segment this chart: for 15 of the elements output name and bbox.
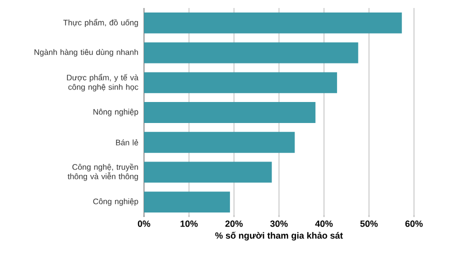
bar xyxy=(144,42,358,64)
x-tick-label: 40% xyxy=(315,220,333,227)
x-tick-label: 60% xyxy=(405,220,423,227)
bar xyxy=(144,12,402,34)
bar xyxy=(144,72,338,94)
x-axis-title: % số người tham gia khảo sát xyxy=(215,232,343,241)
x-tick-label: 20% xyxy=(225,220,243,227)
x-tick-label: 30% xyxy=(270,220,288,227)
x-tick-label: 10% xyxy=(180,220,198,227)
x-tick-label: 50% xyxy=(360,220,378,227)
bar xyxy=(144,102,316,123)
bar xyxy=(144,162,272,183)
bar xyxy=(144,132,295,153)
x-tick-label: 0% xyxy=(138,220,150,227)
bar xyxy=(144,192,230,213)
